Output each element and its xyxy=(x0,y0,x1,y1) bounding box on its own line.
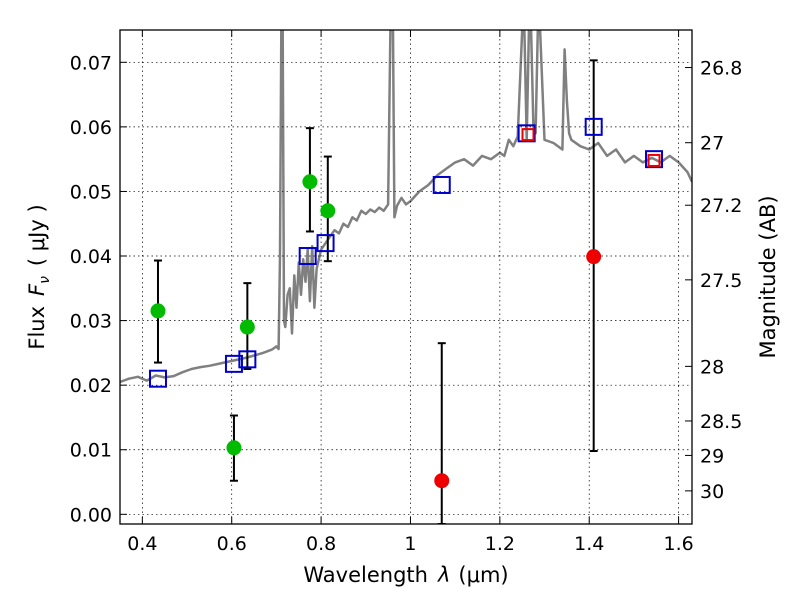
y2-tick-label: 28.5 xyxy=(700,411,742,433)
grid-layer xyxy=(120,30,692,524)
green-point xyxy=(320,203,336,219)
model-square xyxy=(645,150,664,169)
x-tick-label: 0.6 xyxy=(217,533,247,555)
y-tick-label: 0.06 xyxy=(70,117,112,139)
red-point xyxy=(434,473,450,489)
plot-frame xyxy=(119,29,693,525)
y-tick-label: 0.05 xyxy=(70,181,112,203)
model-square xyxy=(298,247,317,266)
x-tick-label: 0.8 xyxy=(306,533,336,555)
model-square xyxy=(316,234,335,253)
green-point xyxy=(239,319,255,335)
spectrum-layer xyxy=(120,30,692,384)
y2-tick-label: 27.5 xyxy=(700,270,742,292)
y2-tick-label: 27.2 xyxy=(700,195,742,217)
model-square xyxy=(148,369,167,388)
x-tick-label: 1.2 xyxy=(485,533,515,555)
y-tick-label: 0.00 xyxy=(70,504,112,526)
y-tick-label: 0.02 xyxy=(70,375,112,397)
axis-ticks: 0.4 0.6 0.8 1 1.2 1.4 1.6 0.00 0.01 0.02 0.03 0.04 0… xyxy=(70,30,742,555)
y2-axis-label: Magnitude (AB) xyxy=(756,195,780,358)
x-tick-label: 1 xyxy=(404,533,416,555)
model-square xyxy=(238,350,257,369)
y2-tick-label: 27 xyxy=(700,133,724,155)
y2-tick-label: 28 xyxy=(700,356,724,378)
model-square xyxy=(584,117,603,136)
y-tick-label: 0.07 xyxy=(70,52,112,74)
y-tick-label: 0.04 xyxy=(70,246,112,268)
red-square-marker xyxy=(521,128,535,142)
y-tick-label: 0.03 xyxy=(70,311,112,333)
x-axis-label: Wavelength λ (μm) xyxy=(303,563,508,587)
red-square-marker xyxy=(647,153,661,167)
y2-tick-label: 26.8 xyxy=(700,58,742,80)
red-point xyxy=(586,249,602,265)
green-point xyxy=(226,440,242,456)
green-point xyxy=(150,303,166,319)
x-tick-label: 0.4 xyxy=(127,533,157,555)
y-axis-label: FluxFν( μJy ) xyxy=(25,204,53,349)
y2-tick-label: 30 xyxy=(700,481,724,503)
green-point xyxy=(302,174,318,190)
model-square xyxy=(224,354,243,373)
y-tick-label: 0.01 xyxy=(70,440,112,462)
y2-tick-label: 29 xyxy=(700,445,724,467)
model-square xyxy=(517,124,536,143)
model-square xyxy=(432,175,451,194)
x-tick-label: 1.6 xyxy=(663,533,693,555)
spectrum-line xyxy=(120,30,692,384)
marker-layer xyxy=(148,117,664,489)
x-tick-label: 1.4 xyxy=(574,533,604,555)
